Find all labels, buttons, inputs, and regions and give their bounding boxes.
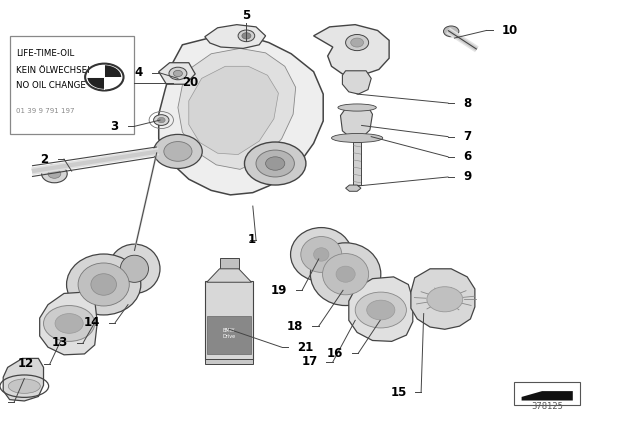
Circle shape (355, 292, 406, 328)
Text: 20: 20 (182, 76, 198, 90)
Circle shape (351, 38, 364, 47)
Circle shape (256, 150, 294, 177)
Wedge shape (104, 77, 121, 89)
Ellipse shape (314, 248, 329, 261)
Ellipse shape (336, 266, 355, 282)
Text: 5: 5 (243, 9, 250, 22)
Polygon shape (3, 358, 44, 401)
Ellipse shape (120, 255, 148, 282)
Text: 13: 13 (52, 336, 68, 349)
Bar (205, 359, 253, 364)
Text: 17: 17 (301, 355, 317, 369)
Circle shape (238, 30, 255, 42)
Bar (353, 142, 361, 185)
Text: 4: 4 (134, 66, 143, 79)
Bar (207, 316, 251, 354)
Text: 6: 6 (463, 150, 472, 164)
Circle shape (44, 306, 95, 341)
Circle shape (154, 115, 169, 125)
Text: 8: 8 (463, 96, 472, 110)
Polygon shape (522, 391, 573, 401)
Text: 2: 2 (40, 152, 49, 166)
Circle shape (244, 142, 306, 185)
Polygon shape (159, 63, 195, 84)
Circle shape (42, 165, 67, 183)
Ellipse shape (109, 244, 160, 293)
Ellipse shape (91, 274, 116, 295)
Polygon shape (178, 48, 296, 169)
Circle shape (173, 70, 182, 77)
Text: 16: 16 (326, 346, 343, 360)
Polygon shape (340, 107, 372, 138)
Ellipse shape (301, 237, 342, 272)
Wedge shape (104, 65, 121, 77)
Ellipse shape (291, 228, 352, 281)
Text: 21: 21 (297, 340, 313, 354)
Text: 19: 19 (270, 284, 287, 297)
Bar (205, 281, 253, 360)
Bar (514, 382, 580, 405)
Polygon shape (314, 25, 389, 75)
Ellipse shape (67, 254, 141, 315)
Ellipse shape (323, 254, 369, 295)
Text: KEIN ÖLWECHSEL: KEIN ÖLWECHSEL (16, 66, 92, 75)
Polygon shape (159, 36, 323, 195)
Circle shape (164, 142, 192, 161)
Wedge shape (88, 65, 104, 77)
Bar (220, 258, 239, 269)
Polygon shape (342, 71, 371, 94)
Text: 18: 18 (287, 319, 303, 333)
Text: 3: 3 (110, 120, 118, 133)
Polygon shape (205, 25, 266, 48)
Text: BMW
Drive: BMW Drive (223, 328, 236, 339)
Circle shape (48, 169, 61, 178)
Polygon shape (411, 269, 475, 329)
Polygon shape (189, 66, 278, 155)
Text: LIFE-TIME-OIL: LIFE-TIME-OIL (16, 49, 74, 58)
Circle shape (427, 287, 463, 312)
Circle shape (154, 134, 202, 168)
Text: 9: 9 (463, 170, 472, 184)
Wedge shape (88, 77, 104, 89)
Text: 1: 1 (248, 233, 256, 246)
Ellipse shape (8, 379, 40, 393)
Circle shape (266, 157, 285, 170)
Circle shape (346, 34, 369, 51)
Text: 10: 10 (502, 24, 518, 37)
Text: 378125: 378125 (531, 402, 563, 411)
Polygon shape (207, 269, 252, 282)
Text: 7: 7 (463, 130, 472, 143)
Text: 14: 14 (83, 316, 100, 329)
Polygon shape (349, 277, 413, 341)
Ellipse shape (332, 134, 383, 142)
Polygon shape (40, 292, 97, 355)
Circle shape (169, 67, 187, 80)
Ellipse shape (338, 104, 376, 111)
Circle shape (55, 314, 83, 333)
Circle shape (157, 117, 165, 123)
FancyBboxPatch shape (10, 36, 134, 134)
Circle shape (367, 300, 395, 320)
Text: 15: 15 (390, 385, 407, 399)
Circle shape (444, 26, 459, 37)
Text: NO OIL CHANGE: NO OIL CHANGE (16, 81, 86, 90)
Circle shape (242, 33, 251, 39)
Polygon shape (346, 185, 361, 191)
Ellipse shape (310, 243, 381, 306)
Text: 01 39 9 791 197: 01 39 9 791 197 (16, 108, 74, 114)
Text: 12: 12 (18, 357, 34, 370)
Ellipse shape (78, 263, 129, 306)
